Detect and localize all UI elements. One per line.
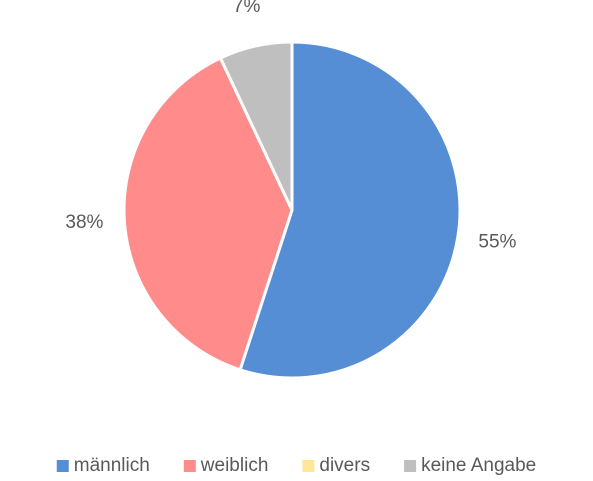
data-label: 55%	[478, 232, 516, 253]
pie-slice	[218, 40, 294, 211]
legend-label: weiblich	[200, 455, 269, 476]
legend-swatch	[404, 460, 417, 472]
legend-label: keine Angabe	[421, 455, 536, 476]
legend-swatch	[56, 460, 69, 472]
legend-label: divers	[319, 455, 370, 476]
pie-slice	[238, 40, 462, 380]
legend-swatch	[302, 460, 315, 472]
pie-slice	[122, 55, 294, 372]
data-label: 38%	[65, 212, 103, 233]
legend-label: männlich	[74, 455, 150, 476]
legend-swatch	[183, 460, 196, 472]
data-label: 7%	[233, 0, 261, 17]
